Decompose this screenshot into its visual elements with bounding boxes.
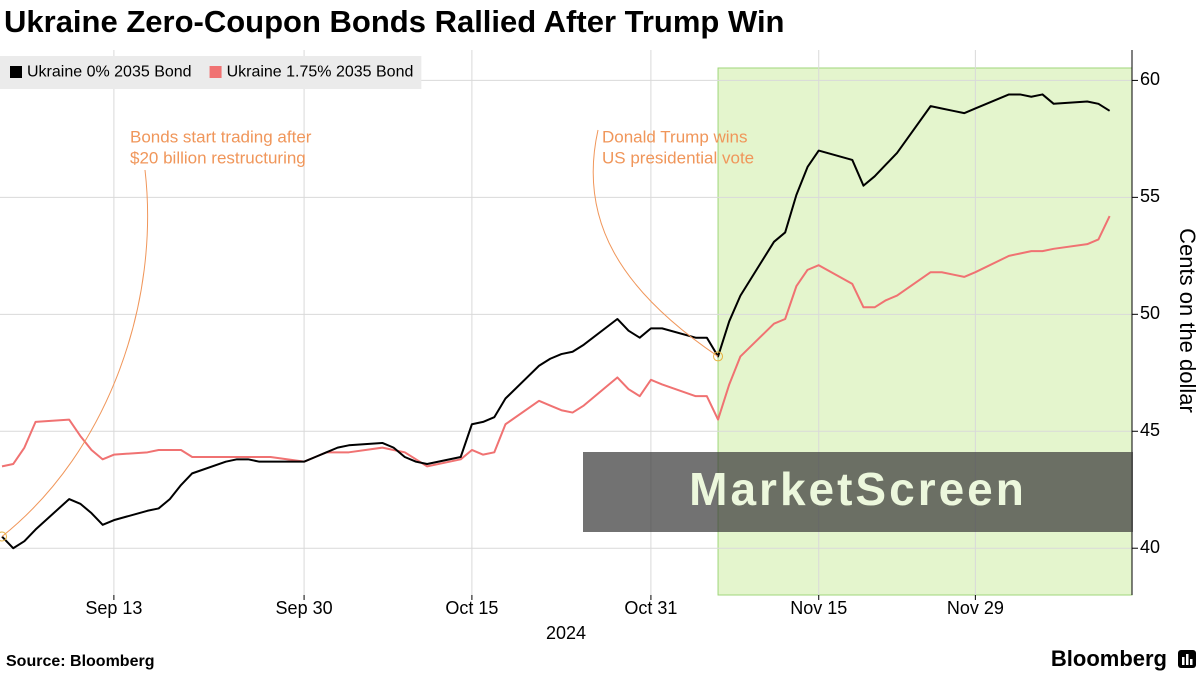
y-tick-label: 55	[1140, 186, 1160, 206]
y-tick-label: 40	[1140, 537, 1160, 557]
legend-label: Ukraine 0% 2035 Bond	[27, 64, 192, 81]
chart-title: Ukraine Zero-Coupon Bonds Rallied After …	[4, 4, 785, 39]
legend-swatch	[10, 66, 22, 78]
y-tick-label: 45	[1140, 420, 1160, 440]
y-axis-title: Cents on the dollar	[1175, 228, 1200, 413]
annotation-connector	[592, 129, 719, 357]
watermark-text: MarketScreen	[689, 463, 1027, 515]
x-tick-label: Nov 15	[790, 598, 847, 618]
legend-label: Ukraine 1.75% 2035 Bond	[227, 64, 414, 81]
annotation-text: US presidential vote	[602, 148, 754, 167]
x-tick-label: Sep 13	[85, 598, 142, 618]
watermark: MarketScreen	[583, 452, 1133, 532]
y-tick-label: 50	[1140, 303, 1160, 323]
annotation-text: $20 billion restructuring	[130, 148, 306, 167]
source-note: Source: Bloomberg	[6, 653, 154, 670]
watermark-band	[583, 452, 1133, 532]
legend: Ukraine 0% 2035 Bond Ukraine 1.75% 2035 B…	[0, 56, 422, 89]
annotation-text: Bonds start trading after	[130, 127, 312, 146]
series-line	[1, 215, 1111, 468]
y-tick-label: 60	[1140, 69, 1160, 89]
series-line	[1, 93, 1111, 550]
legend-swatch	[209, 66, 222, 78]
x-tick-label: Sep 30	[276, 598, 333, 618]
annotation-marker	[713, 351, 724, 362]
x-axis-title: 2024	[546, 623, 586, 643]
annotation-text: Donald Trump wins	[602, 127, 748, 146]
annotation-connector	[1, 169, 149, 537]
brand-logo: Bloomberg	[1051, 646, 1167, 671]
x-tick-label: Oct 15	[445, 598, 498, 618]
plot-area: 40 45 50 55 60 Cents on the dollar Sep 13 Sep 3…	[0, 50, 1200, 643]
brand-icon	[1178, 650, 1196, 668]
x-tick-label: Nov 29	[947, 598, 1004, 618]
x-tick-label: Oct 31	[624, 598, 677, 618]
annotation-marker	[0, 531, 7, 542]
